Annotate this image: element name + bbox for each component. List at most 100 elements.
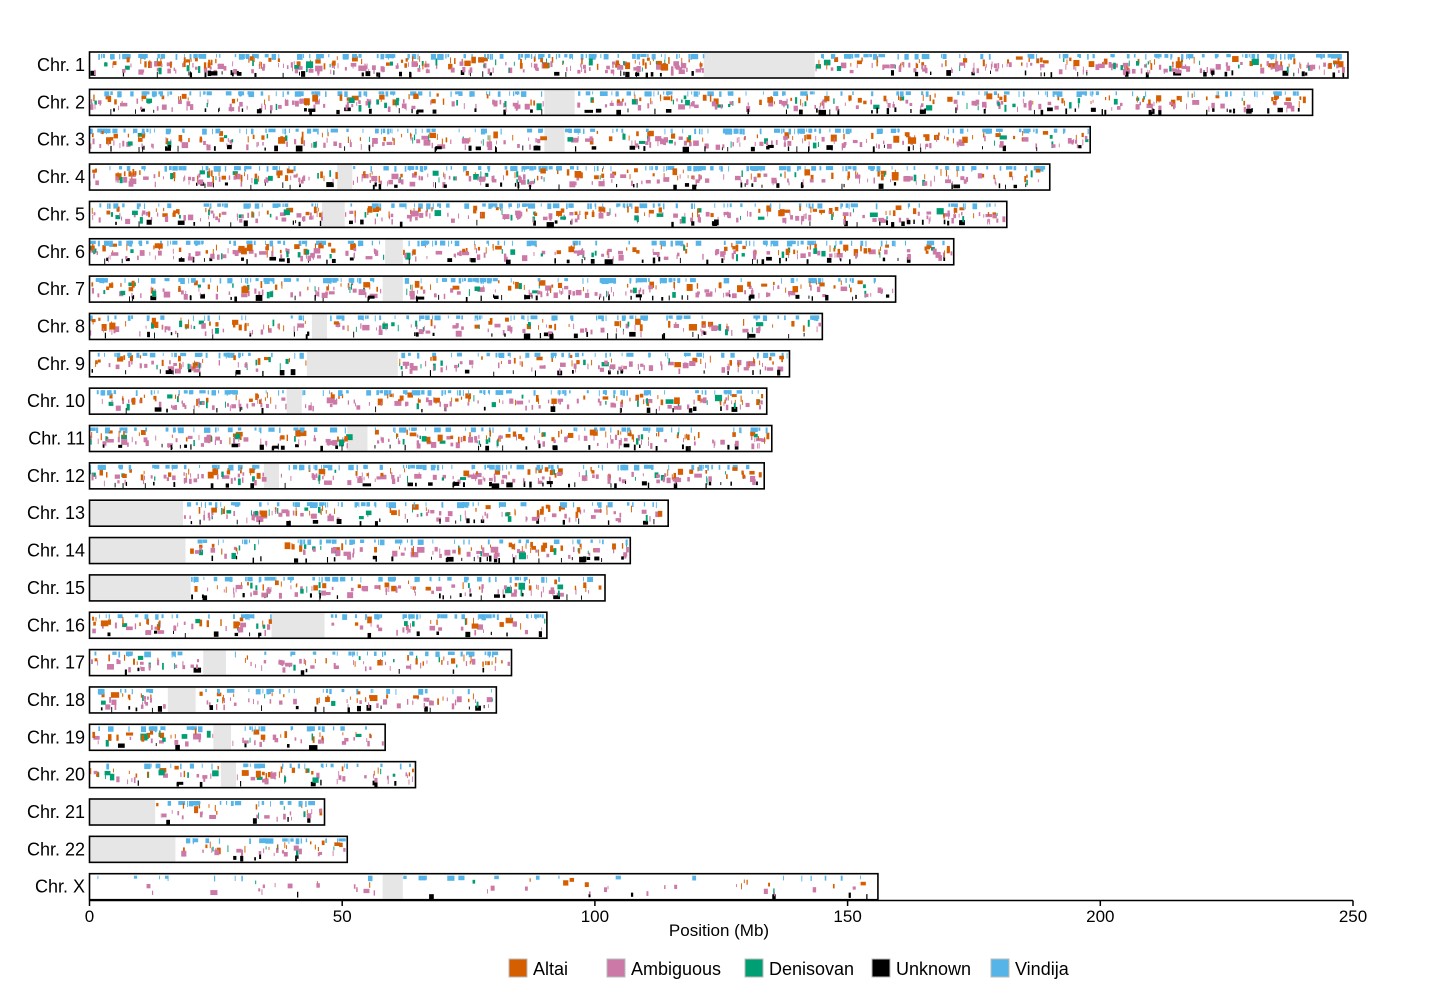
segment-ambiguous	[308, 405, 312, 411]
segment-ambiguous	[283, 63, 284, 68]
segment-ambiguous	[197, 398, 200, 404]
segment-ambiguous	[311, 143, 313, 148]
segment-ambiguous	[731, 293, 737, 299]
segment-altai	[557, 282, 563, 289]
segment-ambiguous	[269, 105, 273, 111]
segment-vindija	[490, 203, 494, 208]
segment-ambiguous	[725, 397, 728, 401]
segment-ambiguous	[639, 287, 642, 292]
segment-altai	[505, 170, 509, 176]
segment-ambiguous	[199, 218, 201, 222]
segment-vindija	[183, 390, 188, 394]
segment-vindija	[596, 315, 598, 321]
segment-vindija	[97, 128, 104, 133]
segment-vindija	[104, 352, 105, 357]
segment-vindija	[440, 240, 445, 245]
segment-ambiguous	[1318, 65, 1320, 70]
segment-ambiguous	[678, 104, 685, 110]
segment-ambiguous	[596, 442, 599, 447]
segment-altai	[677, 468, 684, 475]
segment-altai	[212, 248, 214, 255]
segment-ambiguous	[924, 64, 927, 70]
segment-vindija	[124, 427, 128, 434]
segment-altai	[462, 248, 466, 253]
chromosome-row: Chr. 4	[37, 163, 1051, 191]
segment-altai	[278, 137, 286, 144]
segment-ambiguous	[1275, 100, 1277, 105]
segment-vindija	[251, 128, 253, 135]
segment-ambiguous	[508, 67, 513, 74]
segment-altai	[684, 434, 686, 440]
segment-ambiguous	[471, 474, 478, 480]
segment-unknown	[841, 183, 843, 190]
segment-ambiguous	[958, 139, 962, 145]
segment-unknown	[231, 443, 239, 448]
segment-vindija	[762, 91, 764, 95]
segment-ambiguous	[801, 215, 805, 222]
segment-ambiguous	[1139, 101, 1141, 106]
segment-vindija	[253, 240, 256, 246]
segment-vindija	[842, 166, 844, 172]
segment-unknown	[681, 444, 684, 450]
segment-ambiguous	[909, 102, 913, 106]
segment-vindija	[1230, 91, 1232, 97]
segment-ambiguous	[1076, 144, 1079, 149]
segment-altai	[320, 171, 323, 179]
chromosome-row: Chr. 6	[37, 237, 955, 266]
segment-altai	[272, 245, 274, 252]
segment-ambiguous	[570, 65, 571, 71]
segment-vindija	[732, 464, 738, 469]
segment-ambiguous	[271, 250, 274, 257]
segment-altai	[123, 430, 125, 438]
segment-ambiguous	[522, 255, 528, 262]
segment-altai	[132, 169, 135, 176]
segment-ambiguous	[684, 212, 686, 217]
segment-altai	[266, 243, 269, 251]
segment-altai	[266, 392, 268, 399]
segment-vindija	[172, 166, 178, 171]
segment-ambiguous	[667, 404, 672, 409]
segment-vindija	[474, 315, 476, 322]
segment-ambiguous	[195, 251, 199, 257]
segment-ambiguous	[620, 401, 624, 408]
segment-ambiguous	[186, 101, 191, 107]
segment-vindija	[293, 464, 298, 470]
segment-altai	[492, 244, 494, 249]
segment-vindija	[189, 91, 192, 96]
segment-ambiguous	[516, 400, 524, 405]
segment-ambiguous	[614, 434, 618, 440]
segment-ambiguous	[723, 211, 730, 216]
segment-altai	[380, 472, 384, 477]
segment-ambiguous	[280, 254, 283, 259]
segment-unknown	[1077, 71, 1079, 77]
segment-ambiguous	[737, 367, 739, 373]
segment-ambiguous	[1149, 69, 1151, 74]
segment-unknown	[429, 370, 432, 376]
segment-denisovan	[730, 141, 732, 148]
segment-vindija	[1273, 91, 1278, 95]
segment-vindija	[961, 91, 964, 96]
segment-vindija	[366, 315, 369, 319]
segment-altai	[759, 360, 761, 366]
segment-unknown	[204, 183, 206, 189]
segment-unknown	[671, 221, 674, 228]
segment-ambiguous	[647, 136, 651, 142]
segment-vindija	[872, 54, 878, 60]
segment-altai	[634, 94, 636, 101]
segment-altai	[118, 430, 120, 438]
segment-vindija	[895, 128, 897, 133]
segment-vindija	[813, 91, 815, 95]
segment-denisovan	[156, 364, 158, 370]
segment-vindija	[950, 203, 955, 207]
segment-ambiguous	[173, 362, 177, 366]
segment-vindija	[138, 203, 141, 207]
segment-vindija	[623, 464, 629, 471]
segment-vindija	[417, 240, 420, 247]
segment-altai	[404, 468, 406, 473]
segment-vindija	[784, 315, 786, 321]
segment-altai	[926, 243, 932, 249]
segment-ambiguous	[396, 63, 399, 67]
segment-denisovan	[1069, 102, 1072, 109]
segment-vindija	[240, 278, 242, 283]
segment-denisovan	[725, 471, 727, 475]
